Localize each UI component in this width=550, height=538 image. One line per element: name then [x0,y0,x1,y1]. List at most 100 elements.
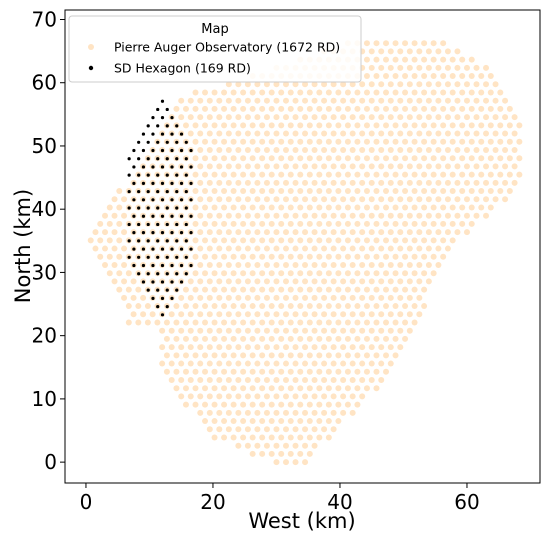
auger-point [173,385,180,392]
auger-point [221,303,228,310]
sd-hexagon-point [156,107,160,112]
auger-point [235,376,242,383]
auger-point [321,294,328,301]
auger-point [306,319,313,326]
auger-point [197,327,204,334]
auger-point [435,97,442,104]
sd-hexagon-point [141,165,146,169]
auger-point [335,401,342,408]
auger-point [249,450,256,457]
auger-point [416,311,423,318]
auger-point [263,261,270,268]
auger-point [311,344,318,351]
auger-point [321,376,328,383]
auger-point [192,319,199,326]
auger-point [373,286,380,293]
auger-point [197,130,204,137]
sd-hexagon-point [151,263,155,268]
sd-hexagon-point [151,165,155,169]
auger-point [206,426,213,433]
auger-point [292,294,299,301]
auger-point [268,385,275,392]
auger-point [359,393,366,400]
auger-point [335,138,342,145]
auger-point [387,344,394,351]
auger-point [111,261,118,268]
auger-point [197,360,204,367]
auger-point [411,40,418,47]
auger-point [368,114,375,121]
auger-point [363,368,370,375]
auger-point [363,352,370,359]
auger-point [363,122,370,129]
auger-point [292,409,299,416]
auger-point [311,163,318,170]
auger-point [421,138,428,145]
sd-hexagon-point [132,214,136,218]
auger-point [387,130,394,137]
auger-point [406,212,413,219]
auger-point [225,130,232,137]
auger-point [383,122,390,129]
auger-point [292,114,299,121]
auger-point [349,245,356,252]
auger-point [511,163,518,170]
auger-point [240,434,247,441]
auger-point [254,344,261,351]
auger-point [287,450,294,457]
auger-point [244,311,251,318]
auger-point [349,114,356,121]
y-axis-label: North (km) [11,189,35,303]
auger-point [359,81,366,88]
auger-point [392,105,399,112]
auger-point [330,360,337,367]
auger-point [206,245,213,252]
auger-point [111,245,118,252]
auger-point [416,163,423,170]
auger-point [302,426,309,433]
auger-point [406,114,413,121]
auger-point [354,138,361,145]
y-tick-label: 50 [32,134,57,158]
auger-point [378,376,385,383]
auger-point [221,352,228,359]
auger-point [435,245,442,252]
auger-point [344,401,351,408]
auger-point [202,418,209,425]
auger-point [383,171,390,178]
auger-point [206,179,213,186]
sd-hexagon-point [156,222,160,227]
auger-point [311,179,318,186]
sd-hexagon-series [127,99,193,317]
auger-point [344,385,351,392]
auger-point [225,294,232,301]
sd-hexagon-point [141,148,146,153]
auger-point [249,122,256,129]
auger-point [216,311,223,318]
auger-point [230,237,237,244]
y-tick-label: 40 [32,197,57,221]
auger-point [282,311,289,318]
auger-point [302,179,309,186]
auger-point [125,319,132,326]
auger-point [225,146,232,153]
auger-point [292,179,299,186]
auger-point [444,97,451,104]
auger-point [106,237,113,244]
auger-point [487,105,494,112]
auger-point [268,138,275,145]
auger-point [244,294,251,301]
auger-point [478,155,485,162]
sd-hexagon-point [179,198,184,202]
auger-point [306,89,313,96]
auger-point [182,122,189,129]
auger-point [297,138,304,145]
auger-point [282,97,289,104]
y-tick-label: 70 [32,7,57,31]
auger-point [202,237,209,244]
x-tick-label: 40 [327,490,352,514]
auger-point [444,196,451,203]
auger-point [178,393,185,400]
auger-point [211,335,218,342]
